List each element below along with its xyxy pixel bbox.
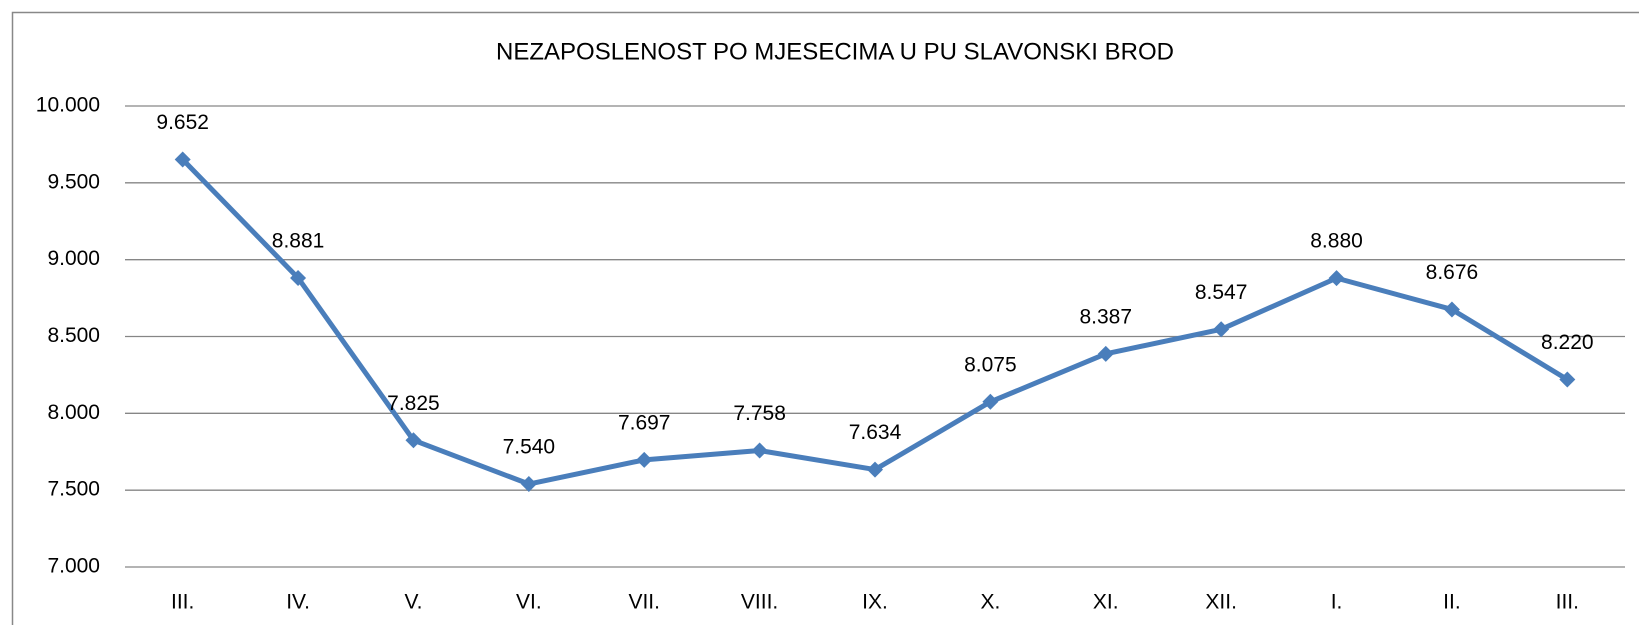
data-label: 9.652 [156,111,209,134]
x-tick-label: III. [171,591,194,614]
x-tick-label: V. [405,591,423,614]
x-tick-label: XI. [1093,591,1119,614]
y-tick-label: 9.000 [47,247,100,270]
data-label: 7.697 [618,411,671,434]
data-point [1213,321,1230,338]
x-tick-label: IX. [862,591,888,614]
y-tick-label: 8.000 [47,401,100,424]
data-point [174,151,191,168]
data-point [1443,301,1460,318]
data-point [867,461,883,478]
data-point [636,451,653,468]
x-tick-label: IV. [286,591,310,614]
data-point [751,442,768,459]
data-point [1097,345,1114,362]
y-tick-label: 7.500 [47,478,100,501]
data-label: 8.220 [1541,331,1594,354]
data-label: 7.634 [849,421,902,444]
x-tick-label: X. [980,591,1000,614]
y-tick-label: 10.000 [36,94,100,117]
x-tick-label: VII. [628,591,660,614]
data-label: 7.758 [733,402,786,425]
data-label: 8.075 [964,353,1017,376]
data-point [1328,270,1345,287]
y-tick-label: 9.500 [47,170,100,193]
x-tick-label: XII. [1205,591,1237,614]
data-point [520,476,537,493]
data-label: 8.881 [272,229,325,252]
data-label: 8.387 [1079,305,1132,328]
data-point [982,393,999,410]
x-tick-label: VI. [516,591,542,614]
data-label: 7.825 [387,392,440,415]
chart-title: NEZAPOSLENOST PO MJESECIMA U PU SLAVONSK… [496,38,1174,65]
data-label: 8.676 [1426,261,1479,284]
data-point [1559,371,1576,388]
data-point [405,432,422,449]
chart-frame [11,11,1639,625]
x-tick-label: VIII. [741,591,778,614]
y-tick-label: 7.000 [47,555,100,578]
data-label: 7.540 [503,436,556,459]
y-tick-label: 8.500 [47,324,100,347]
x-tick-label: III. [1556,591,1579,614]
data-label: 8.547 [1195,281,1248,304]
x-tick-label: II. [1443,591,1461,614]
data-label: 8.880 [1310,230,1363,253]
data-point [290,269,307,286]
x-tick-label: I. [1331,591,1343,614]
